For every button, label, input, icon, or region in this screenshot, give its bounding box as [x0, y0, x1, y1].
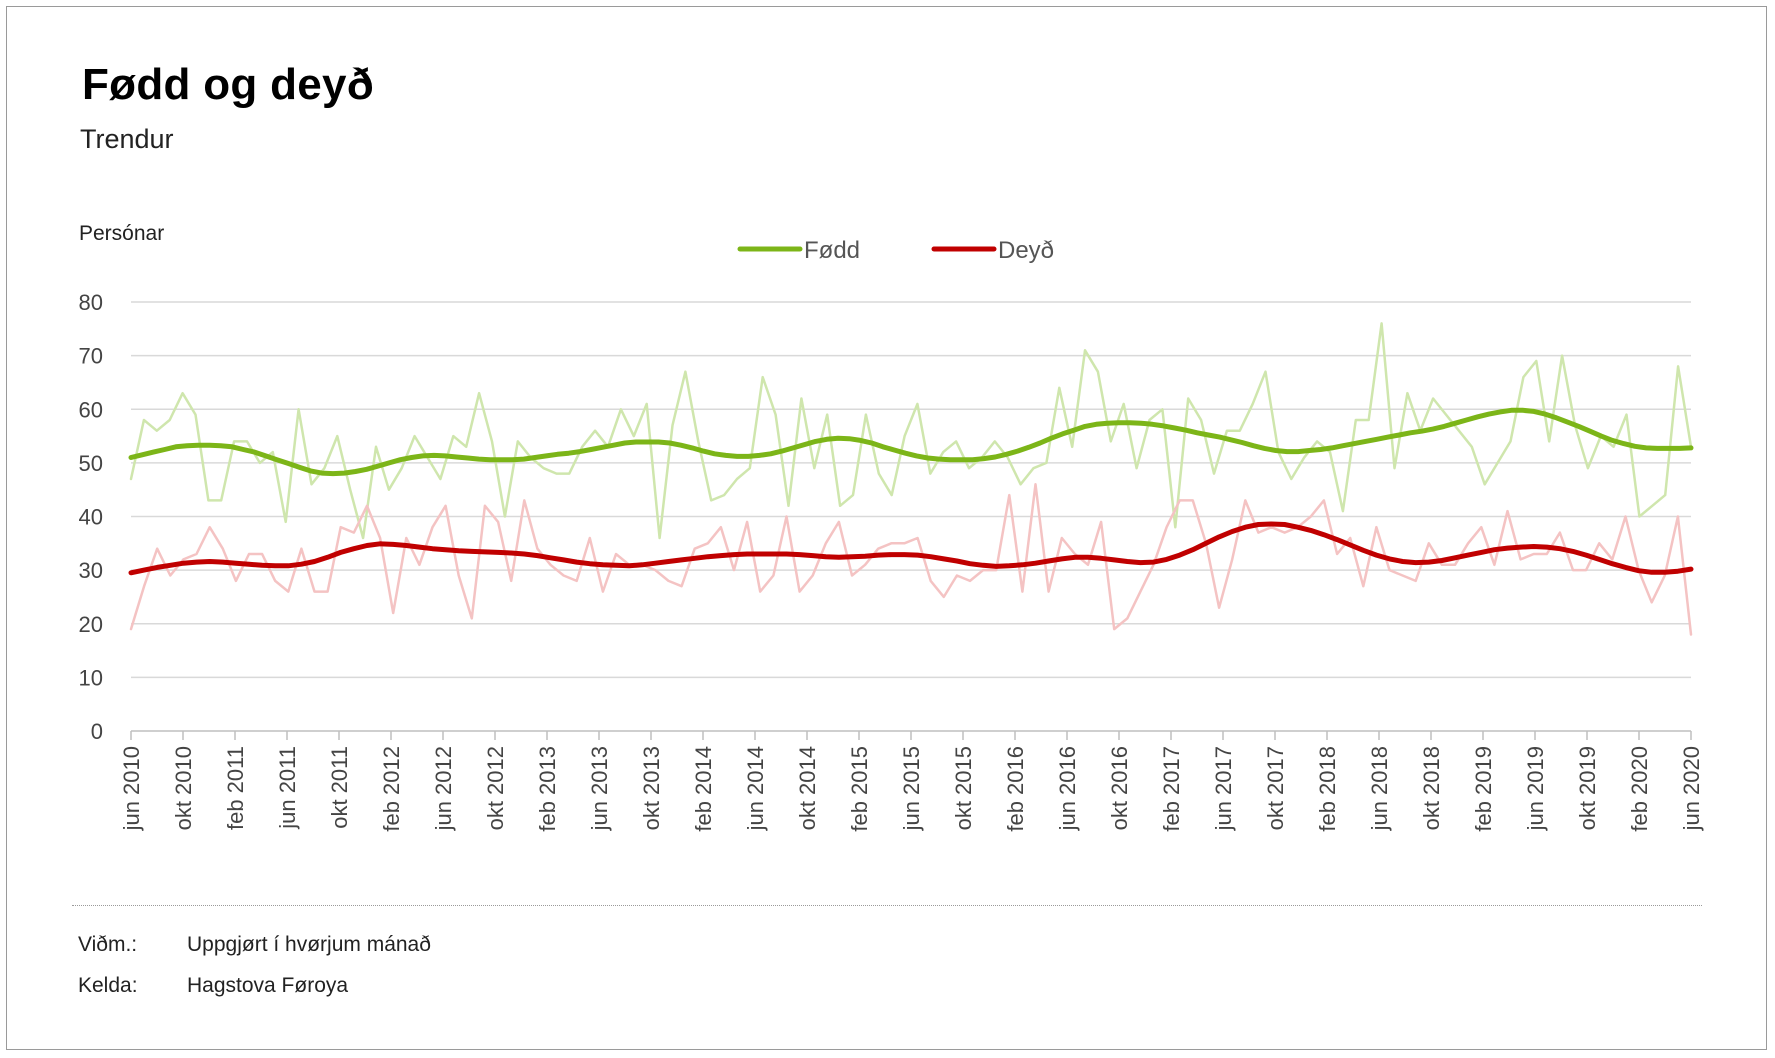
x-tick-label: okt 2015 — [951, 746, 976, 830]
x-tick-label: feb 2014 — [691, 746, 716, 832]
x-tick-label: okt 2012 — [483, 746, 508, 830]
y-tick-label: 30 — [79, 558, 103, 583]
x-tick-label: okt 2016 — [1107, 746, 1132, 830]
x-tick-label: feb 2017 — [1159, 746, 1184, 832]
x-tick-label: jun 2011 — [275, 746, 300, 830]
x-tick-label: okt 2019 — [1575, 746, 1600, 830]
y-tick-label: 10 — [79, 665, 103, 690]
chart-frame — [6, 6, 1767, 1050]
x-tick-label: jun 2010 — [119, 746, 144, 831]
legend-label-Fødd: Fødd — [804, 237, 860, 264]
footnote-key: Viðm.: — [78, 933, 138, 956]
chart-title: Fødd og deyð — [82, 60, 375, 109]
x-tick-label: okt 2014 — [795, 746, 820, 830]
x-tick-label: feb 2015 — [847, 746, 872, 832]
x-tick-label: okt 2013 — [639, 746, 664, 830]
x-tick-label: okt 2017 — [1263, 746, 1288, 830]
trend-line-Fødd — [128, 407, 1694, 477]
x-tick-label: feb 2013 — [535, 746, 560, 832]
x-tick-label: jun 2014 — [743, 746, 768, 831]
x-tick-label: feb 2020 — [1627, 746, 1652, 832]
x-tick-label: jun 2012 — [431, 746, 456, 831]
y-tick-label: 60 — [79, 397, 103, 422]
y-tick-label: 0 — [91, 719, 103, 744]
x-tick-label: okt 2018 — [1419, 746, 1444, 830]
source-value: Hagstova Føroya — [187, 974, 349, 997]
x-tick-label: jun 2020 — [1679, 746, 1704, 831]
y-tick-label: 20 — [79, 612, 103, 637]
x-tick-label: jun 2018 — [1367, 746, 1392, 831]
x-tick-label: jun 2013 — [587, 746, 612, 831]
y-tick-label: 80 — [79, 290, 103, 315]
y-tick-label: 70 — [79, 344, 103, 369]
legend-label-Deyð: Deyð — [998, 237, 1054, 264]
trend-line-Deyð — [128, 521, 1694, 576]
x-tick-label: feb 2012 — [379, 746, 404, 832]
footer-separator — [72, 905, 1702, 906]
x-tick-label: okt 2011 — [327, 746, 352, 829]
x-tick-label: jun 2019 — [1523, 746, 1548, 831]
chart-subtitle: Trendur — [80, 124, 174, 154]
x-tick-label: feb 2019 — [1471, 746, 1496, 832]
monthly-line-f4c3c3 — [129, 483, 1693, 636]
monthly-line-cfe6ad — [129, 322, 1693, 540]
y-tick-label: 40 — [79, 505, 103, 530]
x-tick-label: feb 2016 — [1003, 746, 1028, 832]
x-tick-label: jun 2016 — [1055, 746, 1080, 831]
y-tick-label: 50 — [79, 451, 103, 476]
x-tick-label: feb 2011 — [223, 746, 248, 830]
x-tick-label: jun 2017 — [1211, 746, 1236, 831]
x-tick-label: jun 2015 — [899, 746, 924, 831]
x-tick-label: okt 2010 — [171, 746, 196, 830]
y-axis-label: Persónar — [79, 222, 165, 245]
footnote-value: Uppgjørt í hvørjum mánað — [187, 933, 431, 956]
source-key: Kelda: — [78, 974, 138, 997]
x-tick-label: feb 2018 — [1315, 746, 1340, 832]
